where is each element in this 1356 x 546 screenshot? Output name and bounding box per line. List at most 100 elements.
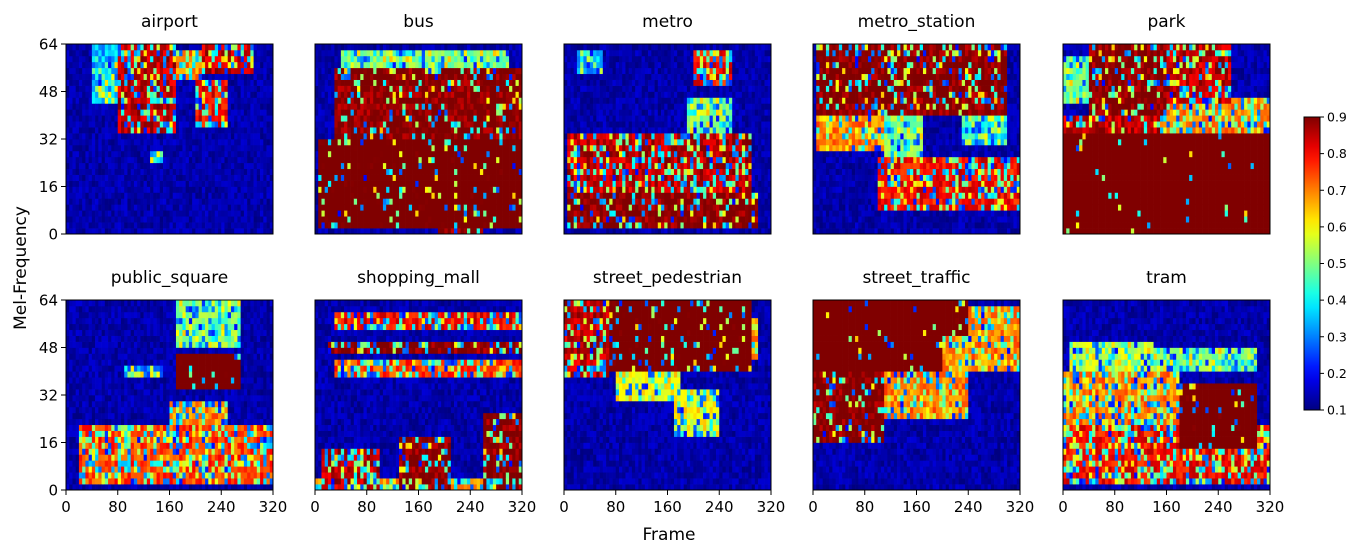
heatmap-cell — [402, 50, 406, 56]
heatmap-cell — [341, 169, 345, 175]
heatmap-cell — [570, 187, 574, 193]
heatmap-cell — [95, 163, 99, 169]
heatmap-cell — [444, 109, 448, 115]
heatmap-cell — [483, 74, 487, 80]
heatmap-cell — [422, 145, 426, 151]
heatmap-cell — [205, 80, 209, 86]
heatmap-cell — [464, 222, 468, 228]
heatmap-cell — [212, 198, 216, 204]
heatmap-cell — [147, 222, 151, 228]
heatmap-cell — [486, 163, 490, 169]
heatmap-cell — [483, 62, 487, 68]
heatmap-cell — [134, 86, 138, 92]
heatmap-cell — [334, 44, 338, 50]
heatmap-cell — [147, 175, 151, 181]
heatmap-cell — [331, 181, 335, 187]
heatmap-cell — [89, 216, 93, 222]
heatmap-cell — [564, 97, 568, 103]
heatmap-cell — [231, 181, 235, 187]
heatmap-cell — [373, 44, 377, 50]
heatmap-cell — [166, 139, 170, 145]
heatmap-cell — [477, 163, 481, 169]
heatmap-cell — [490, 133, 494, 139]
heatmap-cell — [444, 68, 448, 74]
heatmap-cell — [341, 44, 345, 50]
heatmap-cell — [412, 222, 416, 228]
heatmap-cell — [137, 109, 141, 115]
heatmap-cell — [596, 216, 600, 222]
heatmap-cell — [108, 228, 112, 234]
heatmap-cell — [170, 68, 174, 74]
heatmap-cell — [170, 115, 174, 121]
heatmap-cell — [263, 74, 267, 80]
heatmap-cell — [260, 198, 264, 204]
heatmap-cell — [457, 139, 461, 145]
heatmap-cell — [157, 92, 161, 98]
heatmap-cell — [331, 175, 335, 181]
heatmap-cell — [111, 187, 115, 193]
heatmap-cell — [334, 62, 338, 68]
heatmap-cell — [82, 163, 86, 169]
heatmap-cell — [574, 133, 578, 139]
heatmap-cell — [613, 192, 617, 198]
heatmap-cell — [341, 56, 345, 62]
heatmap-cell — [583, 181, 587, 187]
heatmap-cell — [516, 145, 520, 151]
heatmap-cell — [76, 80, 80, 86]
heatmap-cell — [480, 50, 484, 56]
heatmap-cell — [347, 121, 351, 127]
heatmap-cell — [399, 97, 403, 103]
heatmap-cell — [228, 181, 232, 187]
heatmap-cell — [645, 68, 649, 74]
heatmap-cell — [160, 80, 164, 86]
heatmap-cell — [499, 50, 503, 56]
heatmap-cell — [461, 187, 465, 193]
heatmap-cell — [127, 204, 131, 210]
heatmap-cell — [205, 216, 209, 222]
heatmap-cell — [157, 210, 161, 216]
heatmap-cell — [315, 145, 319, 151]
heatmap-cell — [499, 121, 503, 127]
heatmap-cell — [157, 204, 161, 210]
heatmap-cell — [399, 216, 403, 222]
heatmap-cell — [118, 181, 122, 187]
heatmap-cell — [609, 192, 613, 198]
heatmap-cell — [457, 204, 461, 210]
heatmap-cell — [228, 80, 232, 86]
heatmap-cell — [237, 133, 241, 139]
heatmap-cell — [409, 198, 413, 204]
heatmap-cell — [583, 115, 587, 121]
heatmap-cell — [205, 228, 209, 234]
heatmap-cell — [376, 163, 380, 169]
heatmap-cell — [131, 151, 135, 157]
heatmap-cell — [516, 44, 520, 50]
heatmap-cell — [263, 115, 267, 121]
heatmap-cell — [105, 192, 109, 198]
heatmap-cell — [364, 187, 368, 193]
heatmap-cell — [334, 228, 338, 234]
heatmap-cell — [448, 103, 452, 109]
heatmap-cell — [140, 50, 144, 56]
heatmap-cell — [186, 133, 190, 139]
heatmap-cell — [140, 145, 144, 151]
heatmap-cell — [218, 192, 222, 198]
heatmap-cell — [603, 109, 607, 115]
heatmap-cell — [108, 50, 112, 56]
heatmap-cell — [590, 204, 594, 210]
heatmap-cell — [590, 44, 594, 50]
heatmap-cell — [192, 163, 196, 169]
heatmap-cell — [241, 216, 245, 222]
heatmap-cell — [587, 97, 591, 103]
heatmap-cell — [580, 222, 584, 228]
heatmap-cell — [448, 74, 452, 80]
heatmap-cell — [493, 121, 497, 127]
heatmap-cell — [603, 216, 607, 222]
heatmap-cell — [642, 139, 646, 145]
heatmap-cell — [66, 97, 70, 103]
heatmap-cell — [182, 145, 186, 151]
heatmap-cell — [157, 175, 161, 181]
heatmap-cell — [451, 204, 455, 210]
heatmap-cell — [632, 222, 636, 228]
heatmap-cell — [315, 74, 319, 80]
heatmap-cell — [228, 74, 232, 80]
